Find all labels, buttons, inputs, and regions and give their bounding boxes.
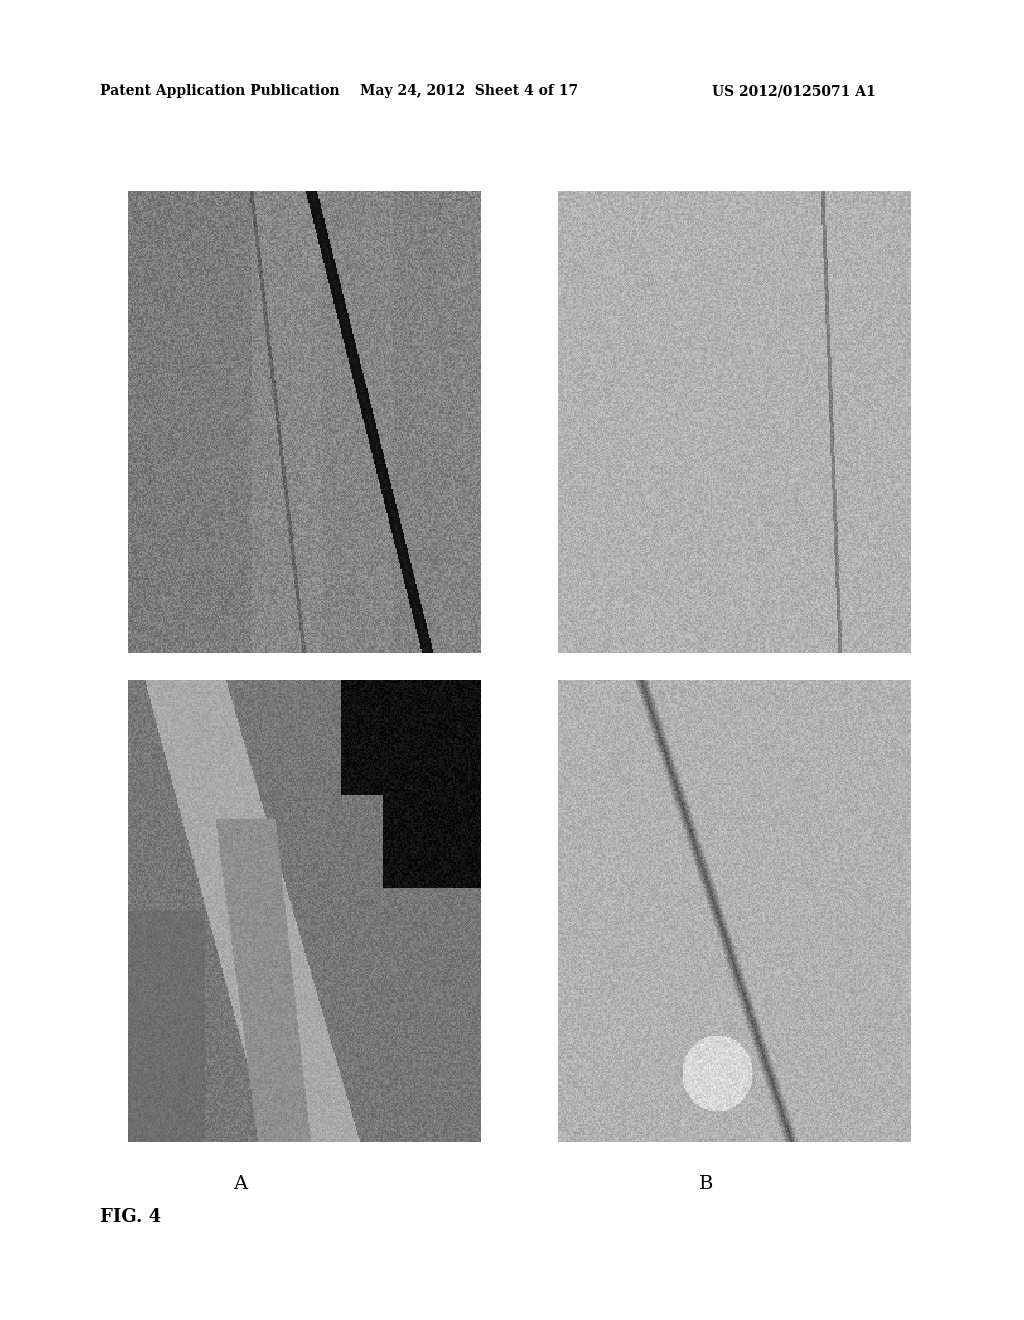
- Text: 88.7um: 88.7um: [927, 747, 932, 770]
- Text: FIG. 4: FIG. 4: [100, 1208, 162, 1226]
- Text: 120um: 120um: [497, 748, 502, 768]
- Text: May 24, 2012  Sheet 4 of 17: May 24, 2012 Sheet 4 of 17: [360, 84, 579, 99]
- Text: 1.0kV 19.8mm: 1.0kV 19.8mm: [497, 543, 502, 579]
- Text: 48.2um: 48.2um: [497, 259, 502, 281]
- Text: A: A: [233, 1175, 248, 1193]
- Text: US 2012/0125071 A1: US 2012/0125071 A1: [712, 84, 876, 99]
- Text: Patent Application Publication: Patent Application Publication: [100, 84, 340, 99]
- Text: 1.0kV 18.0mm: 1.0kV 18.0mm: [497, 1031, 502, 1068]
- Text: 90.6um: 90.6um: [927, 259, 932, 281]
- Text: 1.0kV 13.9mm: 1.0kV 13.9mm: [927, 1031, 932, 1068]
- Text: B: B: [699, 1175, 714, 1193]
- Text: 1.0kV 12.6mm: 1.0kV 12.6mm: [927, 543, 932, 579]
